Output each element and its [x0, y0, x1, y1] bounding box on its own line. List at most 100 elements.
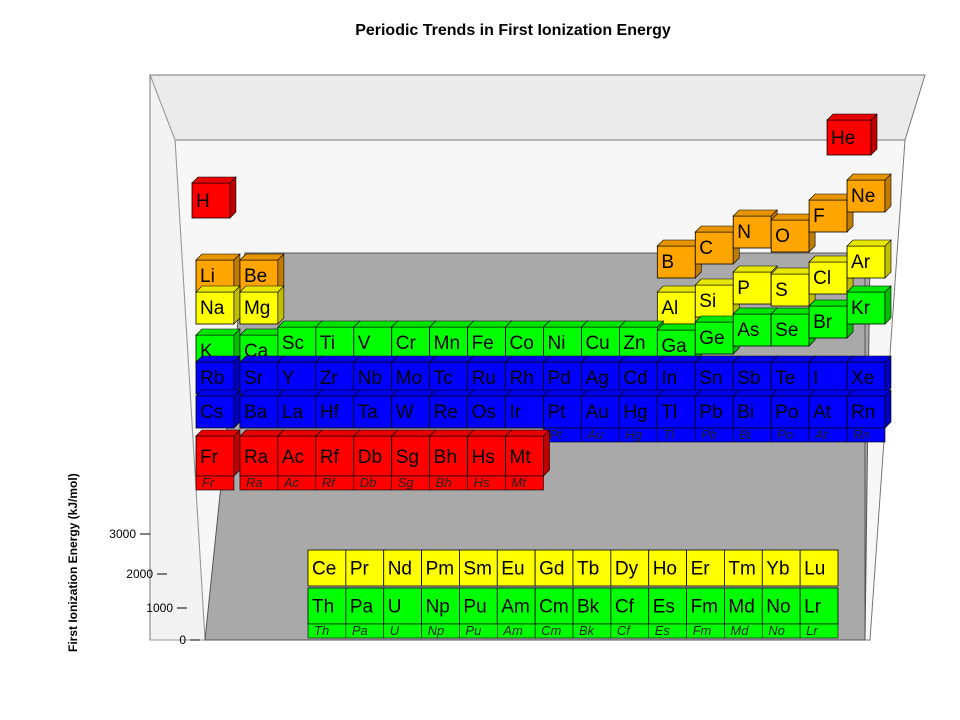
element-label-base: At [814, 427, 829, 442]
element-bar-top [732, 209, 778, 217]
element-bar-top [504, 320, 551, 328]
element-bar [277, 361, 317, 395]
element-label: O [775, 226, 790, 247]
element-bar-top [390, 389, 437, 397]
element-label: Ba [244, 402, 268, 423]
element-label: Hg [623, 402, 647, 423]
element-bar [277, 395, 317, 429]
element-bar [277, 435, 317, 477]
element-label: Po [775, 402, 798, 423]
element-bar [467, 395, 506, 429]
element-bar [694, 361, 734, 395]
element-bar-top [694, 355, 740, 363]
element-bar [353, 435, 393, 477]
element-bar-top [732, 307, 778, 315]
element-label: Kr [851, 298, 871, 319]
element-bar-top [580, 320, 627, 328]
element-label: Sr [244, 368, 264, 389]
element-label: Al [661, 298, 678, 319]
element-label: Zn [623, 333, 645, 354]
element-bar-side [870, 113, 878, 156]
element-bar-side [884, 389, 892, 429]
element-bar-top [732, 265, 778, 273]
element-bar-top [390, 355, 437, 363]
element-label: Am [501, 596, 530, 617]
element-bar [534, 587, 574, 625]
element-bar-top [808, 299, 854, 307]
element-bar [808, 199, 848, 233]
back-wall [149, 74, 926, 141]
element-label: Ru [472, 368, 496, 389]
element-bar-side [884, 285, 892, 325]
z-axis-label: First Ionization Energy (kJ/mol) [66, 473, 80, 652]
element-label: Re [434, 402, 458, 423]
element-bar-top [694, 389, 740, 397]
element-label: Sb [737, 368, 760, 389]
element-label-base: Mt [512, 475, 528, 490]
element-label: Bi [737, 402, 754, 423]
element-bar-side [229, 176, 237, 219]
element-bar [307, 587, 347, 625]
element-label: La [282, 402, 304, 423]
element-bar-base [195, 475, 235, 491]
element-bar-top [195, 355, 241, 363]
element-label: Mg [244, 298, 270, 319]
element-label: Pm [426, 558, 455, 579]
element-label-base: Hg [625, 427, 642, 442]
element-label: Tl [661, 402, 677, 423]
element-label: Au [585, 402, 608, 423]
element-label: Si [699, 291, 716, 312]
element-bar-side [233, 355, 241, 395]
element-bar-top [315, 320, 361, 328]
element-label: Eu [501, 558, 524, 579]
element-label: He [831, 128, 855, 149]
element-bar [581, 395, 620, 429]
element-bar-top [239, 429, 285, 437]
element-bar-top [466, 389, 513, 397]
element-label: Ac [282, 447, 304, 468]
z-tick-label: 2000 [126, 567, 153, 581]
element-label: Mo [396, 368, 422, 389]
element-bar-side [233, 389, 241, 429]
element-label: I [813, 368, 818, 389]
element-label-base: Hs [474, 475, 490, 490]
element-label: Br [813, 312, 833, 333]
element-bar [724, 587, 763, 625]
element-bar [656, 395, 696, 429]
element-label-base: Bh [436, 475, 452, 490]
element-label: Yb [766, 558, 789, 579]
element-label-base: Db [360, 475, 377, 490]
element-label: Cu [585, 333, 609, 354]
element-label: Y [282, 368, 295, 389]
element-label: P [737, 278, 750, 299]
element-bar [846, 291, 886, 325]
element-label: V [358, 333, 371, 354]
element-label: Rh [510, 368, 534, 389]
element-label-base: Rf [322, 475, 336, 490]
element-bar-top [195, 285, 241, 293]
element-bar [429, 326, 469, 360]
element-bar [195, 291, 235, 325]
element-label: Md [728, 596, 754, 617]
element-bar [353, 361, 393, 395]
element-bar-top [656, 285, 703, 293]
element-label: Sg [396, 447, 419, 468]
element-label: Cs [200, 402, 223, 423]
element-bar-top [846, 355, 892, 363]
element-bar-side [884, 173, 892, 213]
element-bar-top [542, 389, 589, 397]
element-bar-top [195, 429, 241, 437]
element-label: N [737, 222, 751, 243]
element-bar [732, 313, 772, 347]
element-bar-top [195, 253, 241, 261]
element-bar-top [277, 320, 323, 328]
element-label: At [813, 402, 832, 423]
element-label: Te [775, 368, 795, 389]
element-bar [572, 587, 612, 625]
element-label-base: Pt [550, 427, 564, 442]
element-bar [534, 549, 574, 587]
element-bar-top [770, 213, 816, 221]
element-label: C [699, 238, 713, 259]
element-bar [724, 549, 763, 587]
element-bar [610, 549, 650, 587]
